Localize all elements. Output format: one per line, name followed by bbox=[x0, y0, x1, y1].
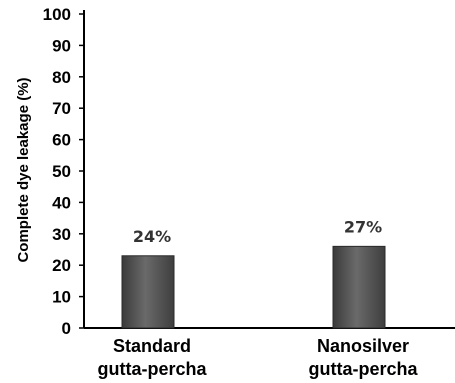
x-category-label: gutta-percha bbox=[97, 359, 207, 379]
y-tick-label: 40 bbox=[52, 193, 71, 212]
x-category-label: Nanosilver bbox=[317, 336, 409, 356]
bar bbox=[332, 245, 386, 329]
bars: 24% 27% bbox=[121, 217, 386, 329]
data-label: 27% bbox=[344, 217, 382, 236]
bar bbox=[121, 255, 175, 329]
y-tick-label: 90 bbox=[52, 36, 71, 55]
x-category-label: gutta-percha bbox=[308, 359, 418, 379]
x-category-label: Standard bbox=[113, 336, 191, 356]
y-tick-label: 20 bbox=[52, 256, 71, 275]
y-axis-ticks: 0 10 20 30 40 50 60 70 80 90 100 bbox=[43, 5, 84, 338]
y-tick-label: 80 bbox=[52, 68, 71, 87]
y-tick-label: 10 bbox=[52, 288, 71, 307]
x-axis-categories: Standard gutta-percha Nanosilver gutta-perc… bbox=[97, 336, 418, 379]
y-tick-label: 30 bbox=[52, 225, 71, 244]
y-tick-label: 70 bbox=[52, 99, 71, 118]
y-tick-label: 60 bbox=[52, 131, 71, 150]
data-label: 24% bbox=[133, 227, 171, 246]
y-tick-label: 50 bbox=[52, 162, 71, 181]
y-tick-label: 0 bbox=[62, 319, 71, 338]
y-axis-label: Complete dye leakage (%) bbox=[15, 77, 32, 262]
y-tick-label: 100 bbox=[43, 5, 71, 24]
